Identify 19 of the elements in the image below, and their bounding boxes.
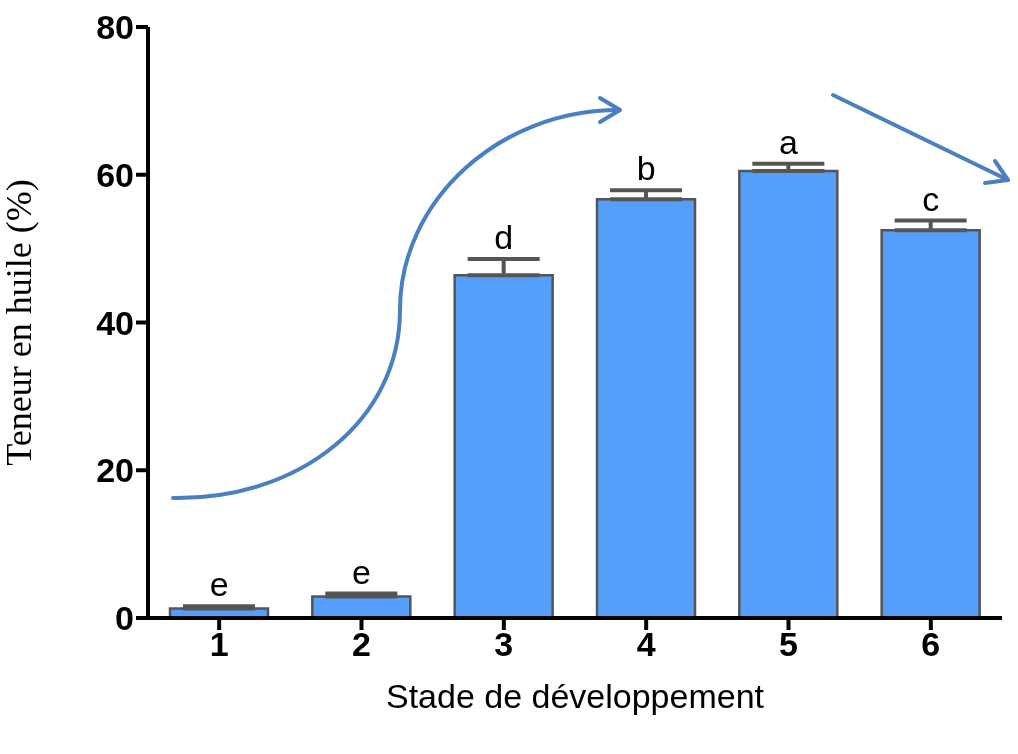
- x-tick-label: 1: [209, 625, 229, 664]
- y-tick-label: 80: [96, 8, 134, 47]
- x-tick-label: 6: [921, 625, 941, 664]
- annotation: e: [352, 552, 371, 591]
- x-tick-label: 4: [636, 625, 656, 664]
- x-axis-title: Stade de développement: [385, 677, 765, 715]
- y-tick-label: 40: [96, 303, 134, 342]
- y-axis-title: Teneur en huile (%): [0, 179, 39, 466]
- annotation: b: [636, 149, 656, 188]
- x-tick-label: 5: [779, 625, 798, 664]
- x-tick-label: 3: [494, 625, 514, 664]
- y-tick-label: 60: [96, 155, 134, 194]
- annotation: a: [779, 122, 799, 161]
- annotation: c: [922, 179, 940, 218]
- y-tick-label: 0: [115, 599, 134, 638]
- annotation: d: [494, 217, 514, 256]
- x-tick-label: 2: [352, 625, 371, 664]
- annotation: e: [209, 565, 229, 604]
- y-tick-label: 20: [96, 451, 134, 490]
